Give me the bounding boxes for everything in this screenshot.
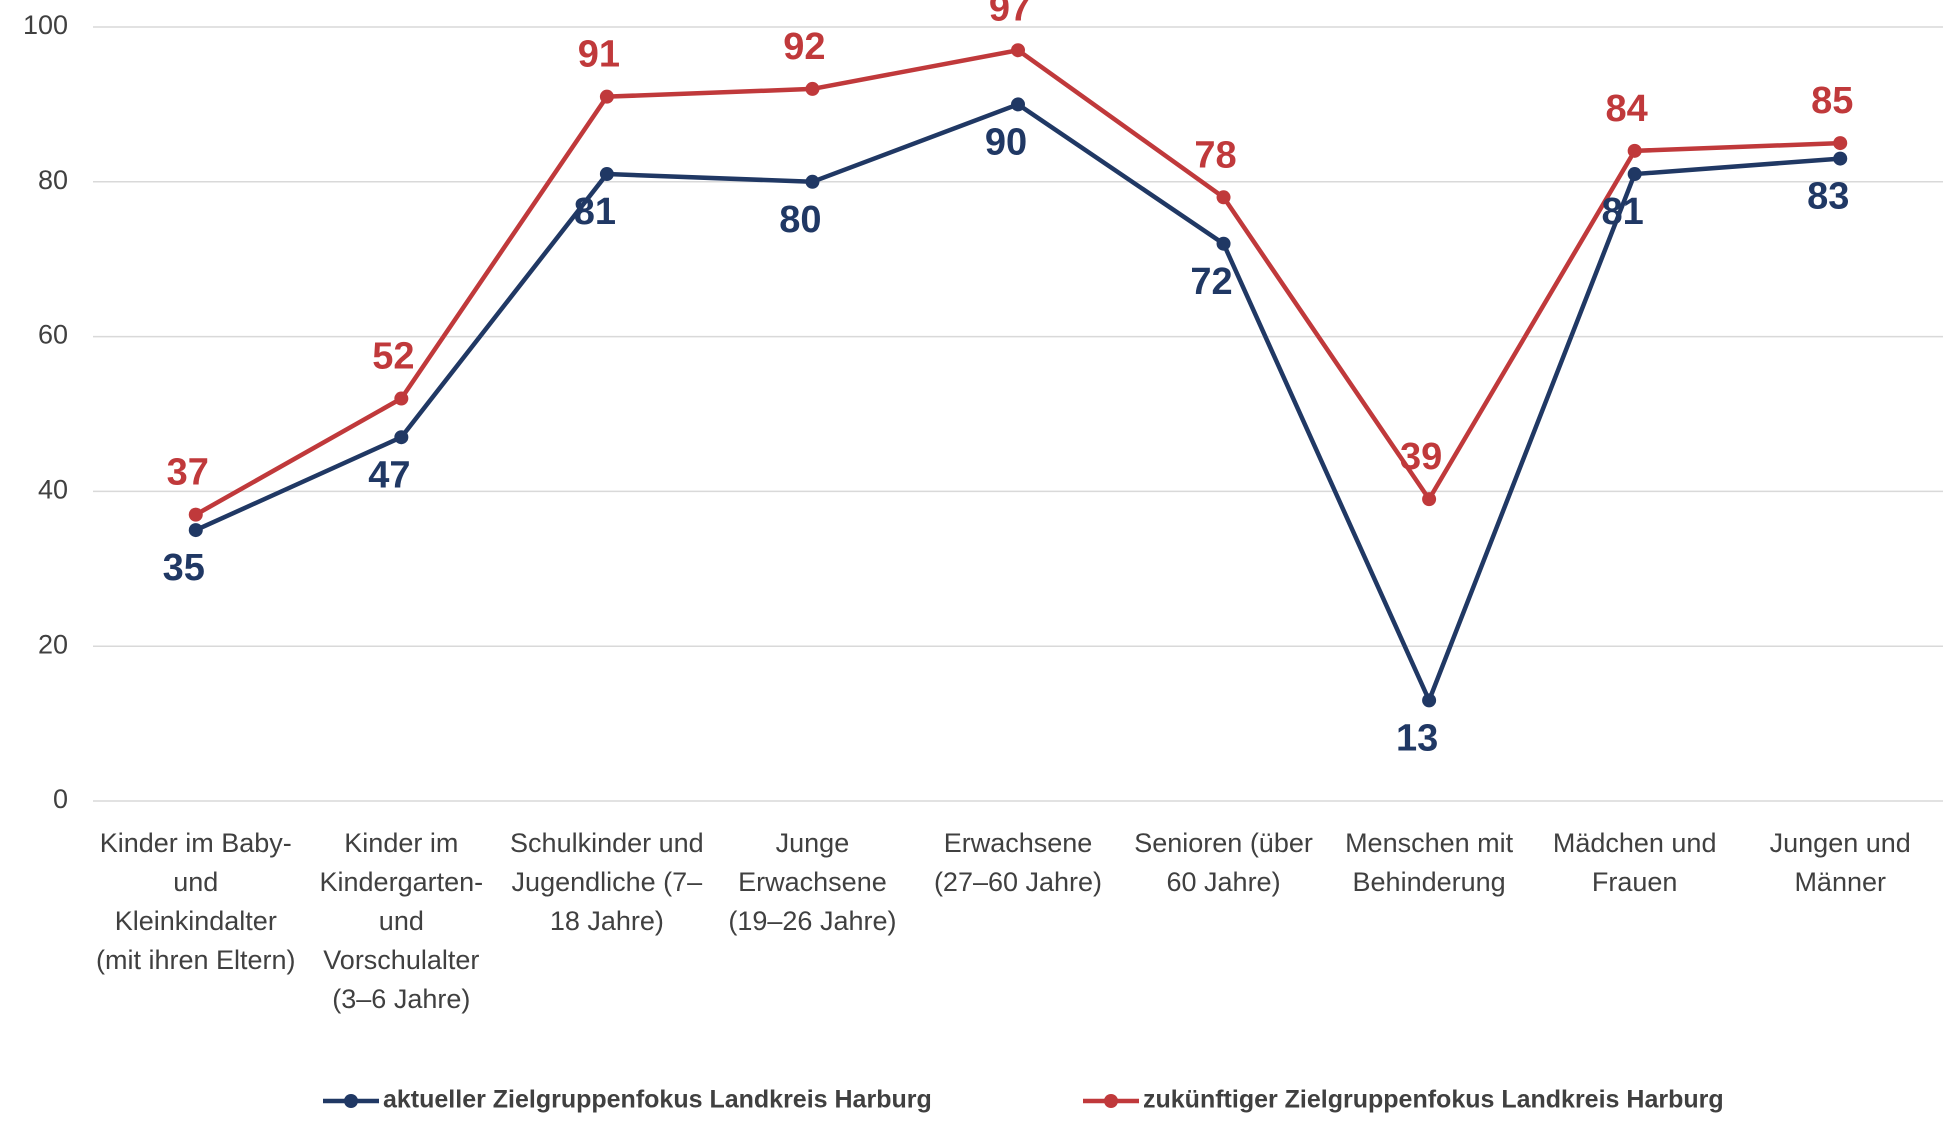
data-label: 35 [163, 547, 205, 589]
data-label: 84 [1606, 88, 1648, 130]
data-label: 81 [574, 191, 616, 233]
x-tick-label: Kinder im Baby- und Kleinkindalter (mit … [95, 828, 296, 975]
marker [805, 174, 820, 189]
data-label: 52 [372, 336, 414, 378]
marker [1833, 136, 1848, 151]
legend-label: aktueller Zielgruppenfokus Landkreis Har… [383, 1086, 932, 1114]
y-tick-label: 0 [53, 784, 68, 814]
data-label: 85 [1811, 80, 1853, 122]
marker [599, 167, 614, 182]
marker [1216, 236, 1231, 251]
marker [188, 523, 203, 538]
data-label: 47 [368, 454, 410, 496]
series-line [194, 102, 1841, 703]
data-label: 90 [985, 121, 1027, 163]
marker [394, 391, 409, 406]
marker [1422, 693, 1437, 708]
marker [1627, 167, 1642, 182]
marker [805, 81, 820, 96]
x-tick-label: Senioren (über 60 Jahre) [1134, 828, 1313, 897]
y-tick-label: 80 [38, 165, 68, 195]
marker [1011, 43, 1025, 58]
data-label: 13 [1396, 717, 1438, 759]
legend-marker [344, 1094, 358, 1108]
data-label: 91 [578, 34, 620, 76]
marker [188, 507, 203, 522]
data-label: 92 [783, 26, 825, 68]
data-label: 37 [167, 452, 209, 494]
x-tick-label: Junge Erwachsene (19–26 Jahre) [728, 828, 897, 936]
data-label: 97 [989, 0, 1031, 29]
data-label: 81 [1602, 191, 1644, 233]
data-label: 39 [1400, 436, 1442, 478]
x-tick-label: Erwachsene (27–60 Jahre) [933, 828, 1103, 897]
y-tick-label: 20 [38, 629, 68, 659]
marker [394, 430, 409, 445]
marker [1627, 143, 1642, 158]
x-tick-label: Mädchen und Frauen [1552, 828, 1717, 897]
marker [1422, 492, 1437, 507]
legend-label: zukünftiger Zielgruppenfokus Landkreis H… [1143, 1086, 1724, 1114]
marker [1216, 190, 1231, 205]
data-label: 72 [1190, 261, 1232, 303]
marker [599, 89, 614, 104]
data-label: 83 [1807, 176, 1849, 218]
y-tick-label: 40 [38, 475, 68, 505]
y-tick-label: 100 [23, 10, 68, 40]
marker [1833, 151, 1848, 166]
x-tick-label: Kinder im Kindergarten- und Vorschulalte… [319, 828, 484, 1014]
x-tick-label: Menschen mit Behinderung [1345, 828, 1514, 897]
x-tick-label: Jungen und Männer [1769, 828, 1911, 897]
x-tick-label: Schulkinder und Jugendliche (7–18 Jahre) [510, 828, 704, 936]
legend-marker [1104, 1094, 1118, 1108]
marker [1011, 97, 1025, 112]
data-label: 80 [779, 199, 821, 241]
data-label: 78 [1194, 134, 1236, 176]
y-tick-label: 60 [38, 320, 68, 350]
